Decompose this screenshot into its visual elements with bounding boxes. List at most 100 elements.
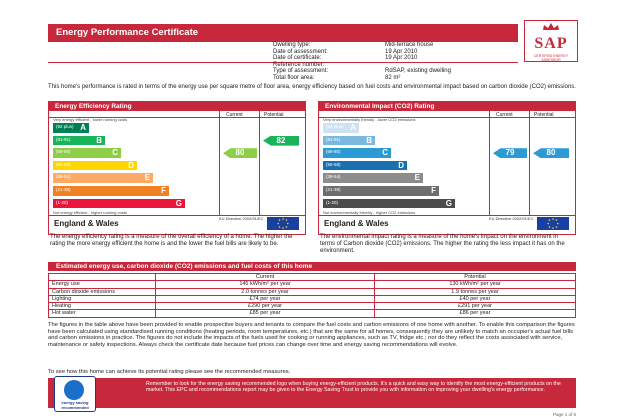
certificate-page: Energy Performance Certificate SAP CERTI…	[48, 18, 578, 417]
rating-band-e: (39-54) E	[323, 173, 423, 183]
rating-band-c: (69-80) C	[323, 148, 391, 158]
page-number: Page 1 of 6	[552, 412, 576, 417]
table-cell: £291 per year	[374, 302, 576, 311]
potential-rating-value: 82	[276, 135, 286, 145]
band-letter: B	[366, 135, 372, 145]
band-range: (81-91)	[326, 136, 341, 142]
band-letter: F	[161, 186, 166, 195]
table-cell: 145 kWh/m² per year	[155, 280, 375, 289]
potential-rating-arrow: 82	[263, 135, 299, 146]
band-range: (92 plus)	[326, 124, 344, 129]
band-range: (55-68)	[56, 161, 71, 167]
band-range: (39-54)	[56, 174, 71, 180]
table-cell: £85 per year	[155, 309, 375, 318]
detail-row: Dwelling type: Mid-terrace house	[273, 42, 451, 49]
detail-value: 19 Apr 2010	[385, 48, 418, 55]
detail-label: Date of certificate:	[273, 55, 322, 62]
region-label: England & Wales	[54, 219, 119, 228]
table-cell: Energy use	[48, 280, 156, 289]
certificate-title: Energy Performance Certificate	[56, 27, 199, 38]
scale-bottom-label: Not environmentally friendly - higher CO…	[323, 210, 416, 215]
logo-label: energy saving recommended	[61, 400, 89, 410]
table-cell: Hot water	[48, 309, 156, 318]
scale-top-label: Very energy efficient - lower running co…	[53, 117, 128, 122]
table-cell: 1.9 tonnes per year	[374, 287, 576, 296]
header-bar: Energy Performance Certificate	[48, 24, 518, 42]
dwelling-details: Dwelling type: Mid-terrace house Date of a…	[273, 42, 451, 82]
rating-band-g: (1-20) G	[323, 198, 455, 209]
table-header-cell: Current	[155, 272, 375, 282]
band-letter: C	[382, 148, 388, 158]
rating-band-a: (92 plus) A	[53, 123, 89, 133]
energy-efficiency-panel: Energy Efficiency Rating Current Potenti…	[48, 101, 306, 235]
detail-label: Type of assessment:	[273, 68, 329, 75]
detail-row: Date of certificate: 19 Apr 2010	[273, 55, 451, 62]
column-divider	[219, 111, 220, 215]
energy-saving-box: energy saving recommended Remember to lo…	[48, 376, 576, 412]
detail-row: Type of assessment: RdSAP, existing dwell…	[273, 68, 451, 75]
detail-row: Reference number:	[273, 62, 451, 69]
detail-value: 82 m²	[385, 74, 401, 81]
band-range: (92 plus)	[56, 124, 74, 129]
band-letter: D	[128, 160, 134, 170]
table-row: Lighting £74 per year £40 per year	[48, 294, 576, 304]
potential-rating-arrow: 80	[533, 148, 569, 159]
rating-band-b: (81-91) B	[53, 135, 105, 146]
band-range: (81-91)	[56, 136, 71, 142]
rating-band-f: (21-38) F	[53, 186, 169, 196]
band-range: (21-38)	[326, 187, 341, 192]
band-range: (55-68)	[326, 161, 341, 167]
rating-band-e: (39-54) E	[53, 173, 153, 183]
panel-title: Environmental Impact (CO2) Rating	[319, 102, 575, 111]
column-divider	[489, 111, 490, 215]
potential-column-header: Potential	[264, 112, 284, 118]
detail-value: RdSAP, existing dwelling	[385, 68, 451, 75]
band-letter: A	[350, 123, 356, 132]
table-header-row: Current Potential	[48, 272, 576, 282]
table-cell: Heating	[48, 302, 156, 311]
column-divider	[529, 111, 530, 215]
band-letter: B	[96, 135, 102, 145]
band-letter: E	[414, 173, 420, 183]
row-divider	[319, 117, 575, 118]
potential-column-header: Potential	[534, 112, 554, 118]
band-range: (69-80)	[326, 149, 341, 155]
band-range: (1-20)	[56, 199, 69, 205]
band-letter: F	[431, 186, 436, 195]
detail-label: Total floor area:	[273, 74, 315, 81]
current-rating-arrow: 79	[493, 148, 527, 159]
table-cell: £40 per year	[374, 294, 576, 304]
band-letter: C	[112, 148, 118, 158]
eu-flag-icon	[267, 217, 299, 230]
region-label: England & Wales	[324, 219, 389, 228]
band-letter: A	[80, 123, 86, 132]
current-column-header: Current	[496, 112, 513, 118]
table-cell: £86 per year	[374, 309, 576, 318]
energy-saving-recommended-logo: energy saving recommended	[54, 376, 96, 412]
table-cell: 130 kWh/m² per year	[374, 280, 576, 289]
table-cell: Carbon dioxide emissions	[48, 287, 156, 296]
eu-directive: EU Directive 2002/91/EC	[219, 216, 264, 221]
estimates-table: Current Potential Energy use 145 kWh/m² per…	[48, 272, 576, 318]
table-row: Heating £290 per year £291 per year	[48, 302, 576, 311]
row-divider	[49, 117, 305, 118]
band-range: (69-80)	[56, 149, 71, 155]
band-letter: D	[398, 160, 404, 170]
crown-icon	[543, 23, 559, 30]
scale-top-label: Very environmentally friendly - lower CO…	[323, 117, 416, 122]
current-rating-value: 79	[505, 148, 515, 158]
row-divider	[49, 215, 305, 216]
table-row: Hot water £85 per year £86 per year	[48, 309, 576, 318]
energy-saving-icon	[64, 380, 84, 400]
rating-band-g: (1-20) G	[53, 198, 185, 209]
rating-band-d: (55-68) D	[53, 160, 137, 171]
environment-description: The environmental impact rating is a mea…	[320, 234, 565, 254]
detail-row: Date of assessment: 19 Apr 2010	[273, 49, 451, 56]
band-letter: G	[175, 198, 182, 208]
detail-value: Mid-terrace house	[385, 42, 434, 48]
table-row: Carbon dioxide emissions 2.0 tonnes per y…	[48, 287, 576, 296]
table-header-cell	[48, 272, 156, 282]
column-divider	[259, 111, 260, 215]
recommendation-note: To see how this home can achieve its pot…	[48, 369, 291, 375]
eu-flag-icon	[537, 217, 569, 230]
